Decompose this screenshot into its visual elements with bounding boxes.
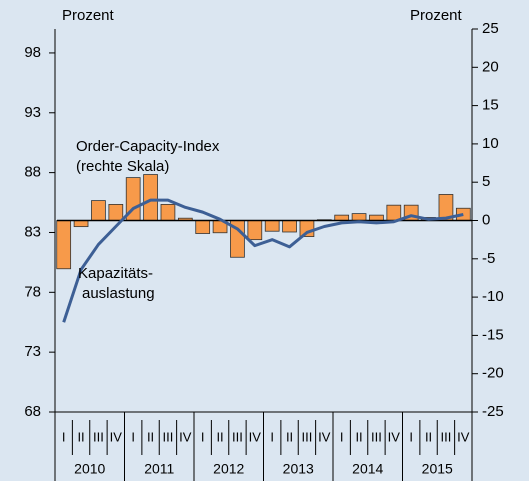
y2-tick-label: 5 xyxy=(482,173,490,190)
y-tick-label: 88 xyxy=(24,164,41,181)
bar xyxy=(160,204,176,221)
y-tick-label: 93 xyxy=(24,104,41,121)
bar xyxy=(195,220,211,234)
bar xyxy=(351,213,367,221)
x-tick-label: III xyxy=(232,429,243,444)
x-tick-label: I xyxy=(62,429,66,444)
year-label: 2012 xyxy=(213,461,244,477)
bar xyxy=(143,174,158,221)
bar xyxy=(386,204,402,221)
year-label: 2015 xyxy=(422,461,453,477)
x-tick-label: I xyxy=(409,429,413,444)
line xyxy=(62,198,464,323)
bar xyxy=(108,204,124,221)
annotation: Order-Capacity-Index xyxy=(76,138,220,155)
y2-tick-label: -10 xyxy=(482,288,504,305)
bar xyxy=(369,214,384,221)
annotation: Kapazitäts- xyxy=(78,265,153,282)
x-tick-label: II xyxy=(286,429,293,444)
y2-tick-label: 25 xyxy=(482,20,499,37)
bar xyxy=(73,220,89,228)
x-tick-label: I xyxy=(131,429,135,444)
y2-tick-label: 0 xyxy=(482,211,490,228)
y2-tick-label: -15 xyxy=(482,326,504,343)
bar xyxy=(91,200,106,221)
x-tick-label: IV xyxy=(179,429,192,444)
x-tick-label: IV xyxy=(457,429,470,444)
x-tick-label: III xyxy=(441,429,452,444)
bar xyxy=(264,220,280,232)
x-tick-label: I xyxy=(201,429,205,444)
x-tick-label: I xyxy=(270,429,274,444)
bar xyxy=(282,220,297,233)
y2-tick-label: 10 xyxy=(482,135,499,152)
x-tick-label: II xyxy=(355,429,362,444)
x-tick-label: III xyxy=(93,429,104,444)
x-tick-label: I xyxy=(340,429,344,444)
x-tick-label: IV xyxy=(110,429,123,444)
annotation: (rechte Skala) xyxy=(76,158,169,175)
y2-axis-label: Prozent xyxy=(410,7,463,24)
y2-tick-label: 20 xyxy=(482,58,499,75)
y-tick-label: 98 xyxy=(24,44,41,61)
y2-tick-label: -20 xyxy=(482,365,504,382)
year-label: 2011 xyxy=(144,461,174,477)
y-axis-label: Prozent xyxy=(62,7,115,24)
x-tick-label: II xyxy=(77,429,84,444)
y-tick-label: 83 xyxy=(24,223,41,240)
y-tick-label: 73 xyxy=(24,343,41,360)
x-tick-label: II xyxy=(425,429,432,444)
y2-tick-label: -25 xyxy=(482,403,504,420)
annotation: auslastung xyxy=(82,285,155,302)
bar xyxy=(56,220,72,270)
x-tick-label: III xyxy=(163,429,174,444)
y-tick-label: 68 xyxy=(24,403,41,420)
y-tick-label: 78 xyxy=(24,283,41,300)
x-tick-label: IV xyxy=(318,429,331,444)
x-tick-label: IV xyxy=(249,429,262,444)
x-tick-label: III xyxy=(302,429,313,444)
bar xyxy=(334,214,350,221)
x-tick-label: II xyxy=(216,429,223,444)
year-label: 2013 xyxy=(283,461,314,477)
x-tick-label: II xyxy=(147,429,154,444)
y2-tick-label: 15 xyxy=(482,97,499,114)
y2-tick-label: -5 xyxy=(482,250,495,267)
year-label: 2010 xyxy=(74,461,105,477)
x-tick-label: III xyxy=(371,429,382,444)
year-label: 2014 xyxy=(352,461,383,477)
x-tick-label: IV xyxy=(388,429,401,444)
bar xyxy=(247,220,263,241)
